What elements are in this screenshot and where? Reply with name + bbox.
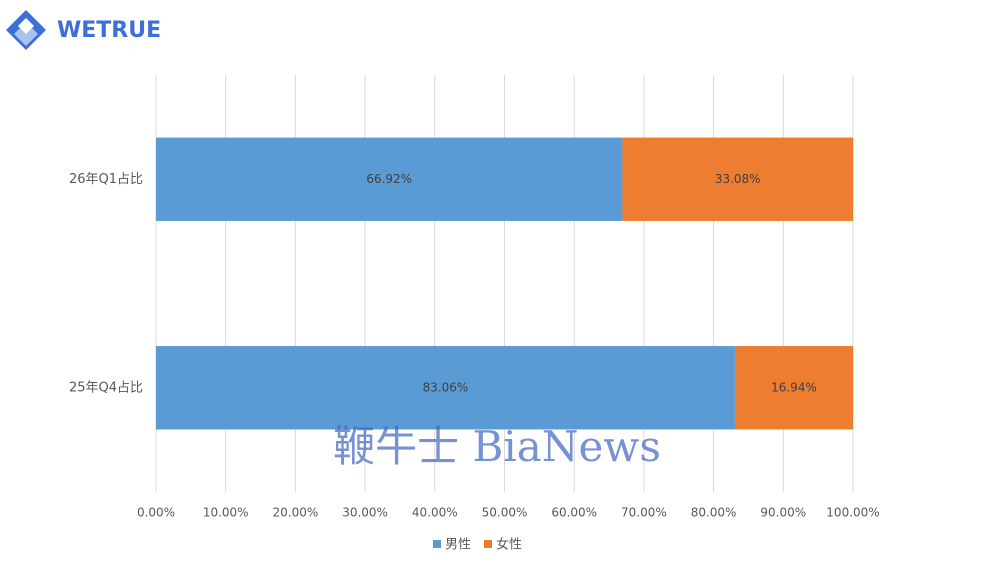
logo-icon (6, 10, 46, 50)
bar-segment (734, 346, 853, 430)
data-label: 33.08% (715, 172, 761, 186)
x-tick-label: 0.00% (137, 506, 175, 520)
x-tick-label: 20.00% (273, 506, 319, 520)
x-tick-label: 30.00% (342, 506, 388, 520)
legend-label: 男性 (445, 538, 471, 553)
data-label: 66.92% (366, 172, 412, 186)
watermark: 鞭牛士 BiaNews (333, 422, 661, 471)
data-label: 83.06% (423, 380, 469, 394)
x-tick-label: 90.00% (760, 506, 806, 520)
bar-segment (622, 137, 853, 221)
bar-segment (156, 346, 735, 430)
logo-text: WETRUE (57, 18, 161, 43)
x-tick-label: 60.00% (551, 506, 597, 520)
plot: 0.00% 10.00% 20.00% 30.00% 40.00% 50.00% 60.00… (69, 75, 880, 553)
data-label: 16.94% (771, 380, 817, 394)
legend-swatch (433, 540, 441, 548)
x-tick-label: 50.00% (482, 506, 528, 520)
x-tick-label: 80.00% (691, 506, 737, 520)
x-tick-label: 100.00% (826, 506, 879, 520)
y-tick-label: 25年Q4占比 (69, 380, 143, 395)
legend-label: 女性 (496, 537, 522, 553)
legend-swatch (484, 540, 492, 548)
x-tick-label: 10.00% (203, 506, 249, 520)
x-tick-label: 70.00% (621, 506, 667, 520)
y-tick-label: 26年Q1占比 (69, 172, 143, 187)
bar-segment (156, 137, 623, 221)
x-tick-label: 40.00% (412, 506, 458, 520)
